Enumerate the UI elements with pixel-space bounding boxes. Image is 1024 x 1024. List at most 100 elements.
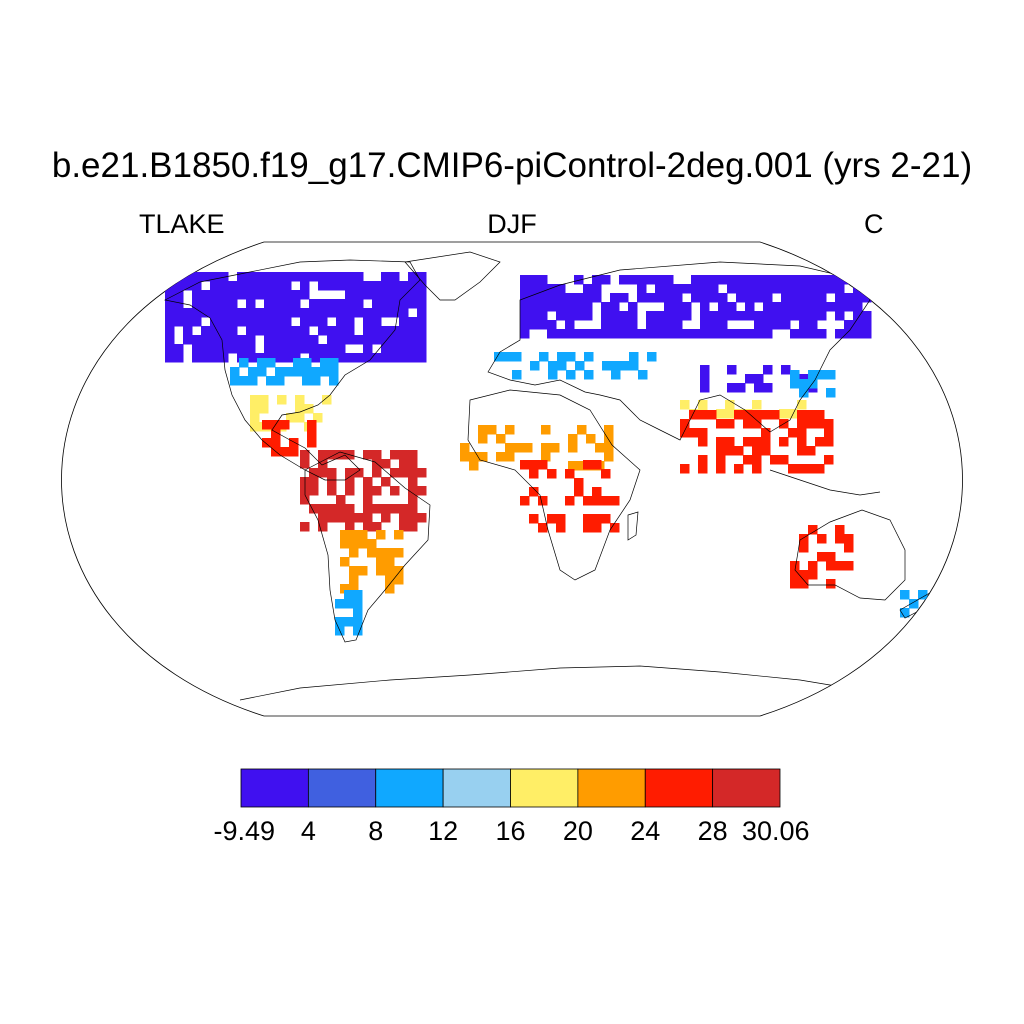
grid-cell [417, 468, 427, 478]
grid-cell [574, 302, 584, 312]
grid-cell [255, 308, 265, 318]
grid-cell [478, 452, 488, 462]
grid-cell [349, 566, 359, 576]
grid-cell [538, 302, 548, 312]
grid-cell [417, 326, 427, 336]
grid-cell [799, 579, 809, 589]
grid-cell [853, 329, 863, 339]
grid-cell [583, 496, 593, 506]
grid-cell [174, 317, 184, 327]
grid-cell [192, 308, 202, 318]
coast-north-america [163, 259, 421, 481]
grid-cell [201, 272, 211, 282]
grid-cell [817, 552, 827, 562]
grid-cell [844, 543, 854, 553]
grid-cell [230, 367, 240, 377]
grid-cell [345, 335, 355, 345]
grid-cell [354, 299, 364, 309]
grid-cell [779, 409, 789, 419]
grid-cell [538, 460, 548, 470]
grid-cell [309, 299, 319, 309]
grid-cell [165, 281, 175, 291]
grid-cell [529, 293, 539, 303]
grid-cell [487, 425, 497, 435]
grid-cell [336, 504, 346, 514]
grid-cell [754, 320, 764, 330]
grid-cell [862, 320, 872, 330]
grid-cell [291, 308, 301, 318]
grid-cell [680, 400, 690, 410]
grid-cell [592, 284, 602, 294]
grid-cell [844, 293, 854, 303]
grid-cell [673, 320, 683, 330]
grid-cell [752, 455, 762, 465]
grid-cell [628, 329, 638, 339]
grid-cell [772, 302, 782, 312]
grid-cell [300, 335, 310, 345]
grid-cell [336, 308, 346, 318]
grid-cell [408, 326, 418, 336]
grid-cell [239, 376, 249, 386]
grid-cell [815, 410, 825, 420]
grid-cell [381, 281, 391, 291]
grid-cell [547, 284, 557, 294]
grid-cell [709, 320, 719, 330]
grid-cell [165, 272, 175, 282]
grid-cell [529, 275, 539, 285]
grid-cell [273, 317, 283, 327]
grid-cell [210, 308, 220, 318]
grid-cell [345, 353, 355, 363]
grid-cell [246, 281, 256, 291]
grid-cell [318, 308, 328, 318]
grid-cell [394, 530, 404, 540]
grid-cell [505, 425, 515, 435]
grid-cell [790, 293, 800, 303]
grid-cell [664, 311, 674, 321]
grid-cell [353, 590, 363, 600]
grid-cell [327, 353, 337, 363]
grid-cell [844, 302, 854, 312]
grid-cell [336, 344, 346, 354]
grid-cell [363, 522, 373, 532]
grid-cell [781, 311, 791, 321]
plot-title: b.e21.B1850.f19_g17.CMIP6-piControl-2deg… [51, 146, 973, 185]
grid-cell [826, 370, 836, 380]
grid-cell [601, 496, 611, 506]
grid-cell [745, 302, 755, 312]
grid-cell [565, 320, 575, 330]
grid-cell [700, 311, 710, 321]
grid-cell [219, 299, 229, 309]
grid-cell [408, 486, 418, 496]
grid-cell [853, 275, 863, 285]
grid-cell [469, 461, 479, 471]
grid-cell [280, 420, 290, 430]
grid-cell [307, 429, 317, 439]
grid-cell [716, 446, 726, 456]
grid-cell [505, 443, 515, 453]
grid-cell [763, 302, 773, 312]
grid-cell [743, 455, 753, 465]
grid-cell [295, 404, 305, 414]
grid-cell [556, 284, 566, 294]
grid-cell [529, 460, 539, 470]
grid-cell [219, 290, 229, 300]
grid-cell [273, 272, 283, 282]
grid-cell [673, 302, 683, 312]
grid-cell [210, 335, 220, 345]
grid-cell [345, 290, 355, 300]
grid-cell [293, 367, 303, 377]
grid-cell [408, 281, 418, 291]
grid-cell [799, 379, 809, 389]
grid-cell [781, 365, 791, 375]
grid-cell [808, 302, 818, 312]
grid-cell [417, 486, 427, 496]
grid-cell [611, 370, 621, 380]
grid-cell [460, 452, 470, 462]
grid-cell [300, 450, 310, 460]
grid-cell [629, 361, 639, 371]
grid-cell [345, 504, 355, 514]
grid-cell [727, 383, 737, 393]
grid-cell [664, 302, 674, 312]
grid-cell [718, 329, 728, 339]
grid-cell [610, 302, 620, 312]
